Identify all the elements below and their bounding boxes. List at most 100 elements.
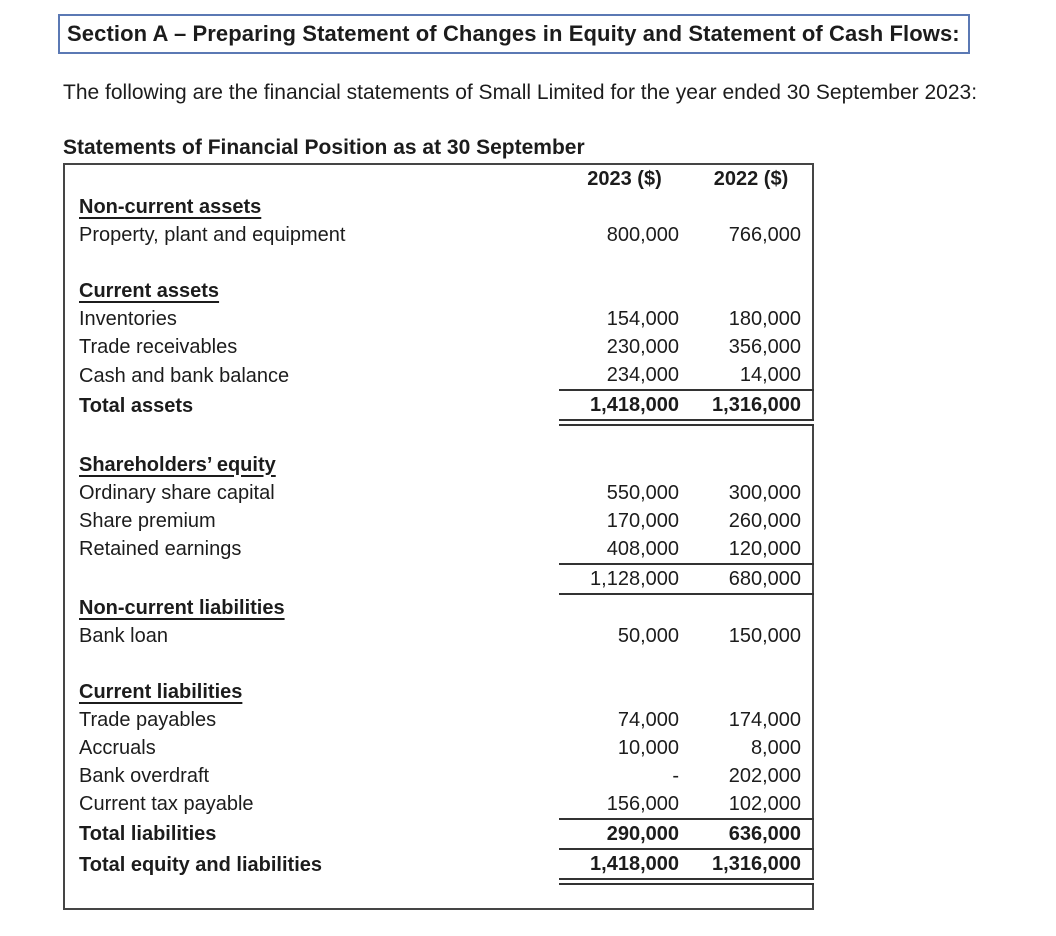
section-heading-box: Section A – Preparing Statement of Chang… xyxy=(58,14,970,54)
table-row: Current assets xyxy=(64,277,813,305)
row-label: Accruals xyxy=(64,734,559,762)
spacer-row xyxy=(64,423,813,451)
value-2023-cell: 290,000 xyxy=(559,818,690,850)
table-row: Trade receivables 230,000 356,000 xyxy=(64,333,813,361)
table-row: Total liabilities 290,000 636,000 xyxy=(64,818,813,850)
value-2022-cell: 202,000 xyxy=(728,764,801,787)
value-2023-cell: 1,418,000 xyxy=(559,848,690,885)
financial-position-table: 2023 ($) 2022 ($) Non-current assets Prop… xyxy=(63,163,814,910)
value-2023-cell: 50,000 xyxy=(617,624,679,647)
row-label xyxy=(64,650,559,678)
row-label: Non-current liabilities xyxy=(64,594,559,622)
value-2023-cell xyxy=(559,881,690,909)
table-row: Inventories 154,000 180,000 xyxy=(64,305,813,333)
value-2023-cell: 156,000 xyxy=(559,789,690,820)
section-row-heading: Current liabilities xyxy=(79,680,243,703)
statement-title: Statements of Financial Position as at 3… xyxy=(63,136,585,159)
row-label xyxy=(64,249,559,277)
row-label-text: Ordinary share capital xyxy=(79,481,275,504)
table-row: Accruals 10,000 8,000 xyxy=(64,734,813,762)
value-2022-cell: 1,316,000 xyxy=(690,848,813,885)
spacer-row xyxy=(64,249,813,277)
row-label-text: Current tax payable xyxy=(79,793,254,815)
row-label-text: Total equity and liabilities xyxy=(79,853,322,876)
value-2022-cell: 260,000 xyxy=(728,509,801,532)
table-row: Total assets 1,418,000 1,316,000 xyxy=(64,390,813,426)
value-2023-cell: 230,000 xyxy=(606,336,679,358)
value-2023-cell: 234,000 xyxy=(559,361,690,391)
value-2022-cell xyxy=(690,249,813,277)
table-row: Bank overdraft - 202,000 xyxy=(64,762,813,790)
section-row-heading: Non-current liabilities xyxy=(79,596,285,619)
row-label: Trade payables xyxy=(64,706,559,734)
row-label-text: Inventories xyxy=(79,308,177,330)
section-row-heading: Shareholders’ equity xyxy=(79,453,276,476)
row-label-text: Total liabilities xyxy=(79,822,217,845)
row-label: Total assets xyxy=(64,390,559,423)
value-2023-cell xyxy=(559,277,690,305)
row-label-text: Cash and bank balance xyxy=(79,364,290,387)
value-2022-cell xyxy=(690,881,813,909)
value-2022-cell: 1,316,000 xyxy=(690,390,813,426)
section-row-heading: Non-current assets xyxy=(79,196,262,218)
row-label: Ordinary share capital xyxy=(64,479,559,507)
row-label-text: Bank overdraft xyxy=(79,764,210,787)
section-row-heading: Current assets xyxy=(79,280,220,302)
row-label: Trade receivables xyxy=(64,333,559,361)
row-label-text: Accruals xyxy=(79,736,156,759)
value-2022-cell xyxy=(690,277,813,305)
spacer-row xyxy=(64,650,813,678)
row-label: Total equity and liabilities xyxy=(64,849,559,882)
value-2022-cell: 766,000 xyxy=(728,224,801,246)
row-label: Property, plant and equipment xyxy=(64,221,559,249)
table-row: Property, plant and equipment 800,000 766,… xyxy=(64,221,813,249)
value-2023-cell: - xyxy=(672,764,679,787)
value-2023-cell xyxy=(559,249,690,277)
row-label: Share premium xyxy=(64,507,559,535)
value-2023-cell xyxy=(559,594,690,622)
value-2022-cell xyxy=(690,423,813,451)
value-2023-cell: 10,000 xyxy=(617,736,679,759)
row-label-text: Share premium xyxy=(79,509,216,532)
table-header-row: 2023 ($) 2022 ($) xyxy=(64,164,813,193)
value-2023-cell xyxy=(559,678,690,706)
value-2022-cell xyxy=(690,650,813,678)
row-label: Current tax payable xyxy=(64,790,559,819)
table-row: Retained earnings 408,000 120,000 xyxy=(64,534,813,565)
row-label: Non-current assets xyxy=(64,193,559,221)
value-2023-cell: 408,000 xyxy=(559,534,690,565)
value-2023-cell: 550,000 xyxy=(606,481,679,504)
value-2022-cell xyxy=(690,451,813,479)
column-header-2023: 2023 ($) xyxy=(587,168,662,190)
table-row: Bank loan 50,000 150,000 xyxy=(64,622,813,650)
row-label-text: Property, plant and equipment xyxy=(79,224,346,246)
table-row: Cash and bank balance 234,000 14,000 xyxy=(64,361,813,391)
value-2023-cell xyxy=(559,650,690,678)
value-2022-cell: 14,000 xyxy=(690,361,813,391)
table-row: Share premium 170,000 260,000 xyxy=(64,507,813,535)
value-2022-cell: 174,000 xyxy=(728,708,801,731)
value-2023-cell: 1,418,000 xyxy=(559,390,690,426)
value-2022-cell: 102,000 xyxy=(690,789,813,820)
table-row: Current liabilities xyxy=(64,678,813,706)
value-2022-cell xyxy=(690,193,813,221)
value-2023-cell: 800,000 xyxy=(606,224,679,246)
row-label: Bank overdraft xyxy=(64,762,559,790)
row-label-text: Trade payables xyxy=(79,708,217,731)
row-label-text: Trade receivables xyxy=(79,336,238,358)
row-label: Current assets xyxy=(64,277,559,305)
value-2022-cell xyxy=(690,678,813,706)
row-label: Cash and bank balance xyxy=(64,361,559,390)
table-row: Non-current liabilities xyxy=(64,594,813,622)
row-label-text: Total assets xyxy=(79,395,194,418)
section-heading: Section A – Preparing Statement of Chang… xyxy=(67,21,960,46)
value-2022-cell: 180,000 xyxy=(728,308,801,330)
value-2023-cell: 154,000 xyxy=(606,308,679,330)
value-2022-cell xyxy=(690,594,813,622)
row-label-text: Bank loan xyxy=(79,624,168,647)
table-row: Trade payables 74,000 174,000 xyxy=(64,706,813,734)
value-2022-cell: 150,000 xyxy=(728,624,801,647)
value-2022-cell: 356,000 xyxy=(728,336,801,358)
value-2022-cell: 636,000 xyxy=(690,818,813,850)
